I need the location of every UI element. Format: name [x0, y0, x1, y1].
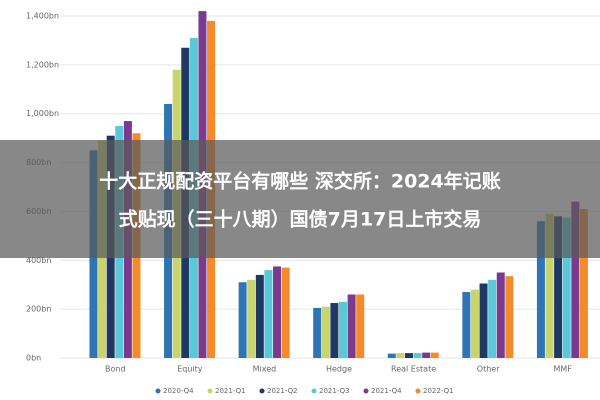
bar: [422, 352, 431, 358]
bar: [396, 353, 405, 358]
bar: [554, 216, 563, 358]
x-tick-label: MMF: [554, 365, 573, 374]
bar: [273, 266, 282, 358]
bar: [264, 270, 273, 358]
legend-label: 2021-Q1: [215, 387, 246, 395]
bar: [496, 272, 505, 358]
bar: [479, 283, 488, 358]
banner-text: 十大正规配资平台有哪些 深交所：2024年记账: [99, 170, 501, 193]
legend-label: 2021-Q3: [319, 387, 350, 395]
legend-swatch: [155, 388, 161, 394]
x-tick-label: Bond: [105, 365, 126, 374]
x-tick-label: Other: [477, 365, 500, 374]
x-tick-label: Hedge: [326, 365, 352, 374]
x-tick-label: Equity: [177, 365, 203, 374]
x-tick-label: Real Estate: [391, 365, 436, 374]
bar: [238, 282, 247, 358]
bar: [281, 267, 290, 358]
legend-swatch: [207, 388, 213, 394]
y-tick-label: 1,200bn: [26, 60, 59, 69]
bar: [536, 221, 545, 358]
bar: [571, 201, 580, 358]
bar: [339, 301, 347, 358]
bar: [579, 208, 588, 358]
y-tick-label: 0bn: [26, 354, 41, 363]
bar: [430, 352, 439, 358]
bar: [404, 353, 413, 358]
y-tick-label: 1,000bn: [26, 109, 59, 118]
legend-label: 2022-Q1: [423, 387, 454, 395]
bar: [470, 289, 479, 358]
legend-label: 2021-Q2: [267, 387, 298, 395]
bar: [488, 279, 497, 358]
legend-swatch: [311, 388, 317, 394]
y-tick-label: 1,400bn: [26, 12, 59, 21]
x-tick-label: Mixed: [253, 365, 277, 374]
legend-label: 2021-Q4: [371, 387, 402, 395]
bar: [545, 213, 554, 358]
bar: [505, 276, 514, 358]
bar: [413, 353, 422, 358]
bar: [356, 294, 365, 358]
bar: [321, 306, 330, 358]
legend-swatch: [259, 388, 265, 394]
legend-swatch: [363, 388, 369, 394]
bar: [387, 353, 396, 358]
bar: [255, 274, 264, 358]
bar: [247, 279, 256, 358]
y-tick-label: 200bn: [26, 305, 51, 314]
bar: [562, 217, 571, 358]
bar: [313, 307, 322, 358]
bar: [330, 303, 339, 358]
y-tick-label: 400bn: [26, 256, 51, 265]
bar: [347, 294, 356, 358]
bar: [462, 292, 471, 358]
banner-text: 式贴现（三十八期）国债7月17日上市交易: [119, 208, 482, 231]
legend-swatch: [415, 388, 421, 394]
banner: [0, 140, 600, 258]
legend-label: 2020-Q4: [163, 387, 194, 395]
